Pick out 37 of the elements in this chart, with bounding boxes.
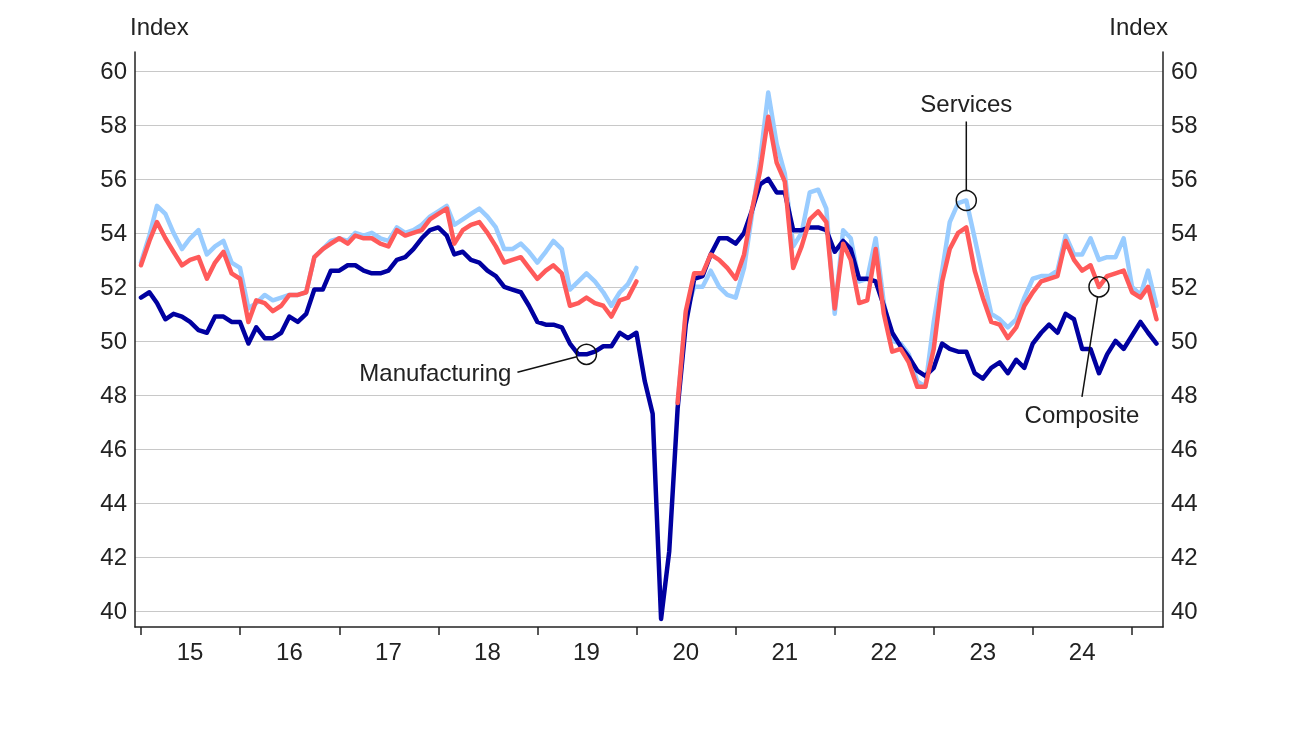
text: Composite [1024, 401, 1140, 429]
y-tick-label: 46 [100, 435, 127, 463]
x-tick-label: 15 [176, 637, 204, 665]
x-tick-label: 23 [969, 637, 997, 665]
y-tick-label: 50 [100, 327, 127, 355]
x-tick-label: 22 [870, 637, 898, 665]
y-tick-label: 54 [100, 219, 127, 247]
y-tick-label: 60 [100, 57, 127, 85]
y2-tick-label: 50 [1171, 327, 1198, 355]
x-tick-label: 18 [474, 637, 501, 665]
y-tick-label: 48 [100, 381, 127, 409]
y2-tick-label: 40 [1171, 597, 1198, 625]
y2-tick-label: 46 [1171, 435, 1198, 463]
x-tick-label: 16 [276, 637, 303, 665]
x-tick-label: 19 [573, 637, 600, 665]
x-tick-label: 20 [672, 637, 700, 665]
y2-tick-label: 44 [1171, 489, 1198, 517]
x-tick-label: 21 [771, 637, 799, 665]
y-tick-label: 40 [100, 597, 127, 625]
y2-tick-label: 48 [1171, 381, 1198, 409]
y2-axis-title: Index [1109, 12, 1168, 40]
y2-tick-label: 52 [1171, 273, 1198, 301]
y2-tick-label: 42 [1171, 543, 1198, 571]
text: Services [920, 89, 1013, 117]
y2-tick-label: 58 [1171, 111, 1198, 139]
y-tick-label: 52 [100, 273, 127, 301]
y2-tick-label: 56 [1171, 165, 1198, 193]
y-tick-label: 44 [100, 489, 127, 517]
x-tick-label: 24 [1068, 637, 1096, 665]
y-axis-title: Index [130, 12, 189, 40]
y2-tick-label: 60 [1171, 57, 1198, 85]
legend-label: Manufacturing [359, 358, 512, 386]
y-tick-label: 58 [100, 111, 127, 139]
y-tick-label: 42 [100, 543, 127, 571]
y2-tick-label: 54 [1171, 219, 1198, 247]
x-tick-label: 17 [375, 637, 402, 665]
y-tick-label: 56 [100, 165, 127, 193]
